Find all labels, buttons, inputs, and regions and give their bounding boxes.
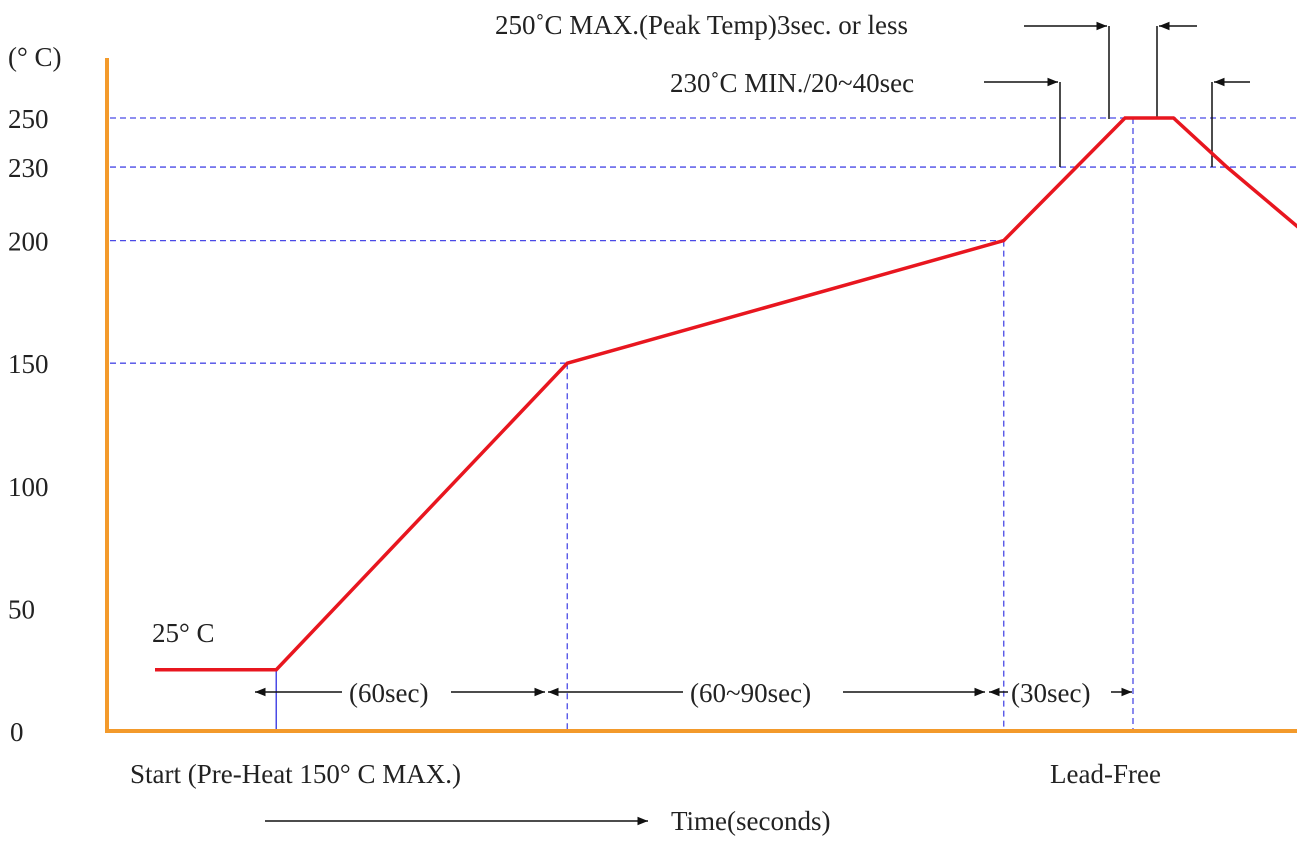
start-temp-label: 25° C	[152, 618, 215, 648]
y-tick-label-100: 100	[8, 472, 49, 502]
y-tick-labels: 0 50 100 150 200 230 250	[8, 104, 49, 747]
peak-temp-note: 250˚C MAX.(Peak Temp)3sec. or less	[495, 10, 908, 40]
y-tick-label-0: 0	[10, 717, 24, 747]
y-tick-label-50: 50	[8, 594, 35, 624]
y-tick-label-200: 200	[8, 227, 49, 257]
series-label-lead-free: Lead-Free	[1050, 759, 1161, 789]
interval-1-label: (60sec)	[349, 678, 428, 708]
y-tick-label-230: 230	[8, 153, 49, 183]
y-tick-label-250: 250	[8, 104, 49, 134]
series-line-lead-free	[155, 116, 1297, 672]
interval-3-label: (30sec)	[1011, 678, 1090, 708]
peak-dimension-lines	[984, 21, 1250, 167]
x-axis-label: Time(seconds)	[671, 806, 831, 836]
guide-lines	[110, 117, 1297, 731]
min-temp-note: 230˚C MIN./20~40sec	[670, 68, 914, 98]
start-label: Start (Pre-Heat 150° C MAX.)	[130, 759, 461, 789]
interval-2-label: (60~90sec)	[690, 678, 811, 708]
y-axis-label: (° C)	[8, 42, 62, 72]
y-tick-label-150: 150	[8, 349, 49, 379]
